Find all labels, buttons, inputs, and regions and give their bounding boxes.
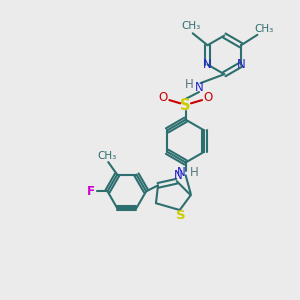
Text: O: O (203, 91, 213, 103)
Text: CH₃: CH₃ (254, 24, 274, 34)
Text: H: H (190, 167, 198, 179)
Text: F: F (87, 185, 95, 198)
Text: N: N (174, 169, 183, 182)
Text: O: O (159, 91, 168, 103)
Text: CH₃: CH₃ (182, 21, 201, 31)
Text: CH₃: CH₃ (97, 151, 116, 160)
Text: N: N (203, 58, 212, 71)
Text: N: N (195, 81, 203, 94)
Text: S: S (180, 98, 191, 113)
Text: S: S (176, 209, 186, 223)
Text: N: N (237, 58, 245, 71)
Text: H: H (185, 77, 194, 91)
Text: N: N (177, 167, 186, 179)
